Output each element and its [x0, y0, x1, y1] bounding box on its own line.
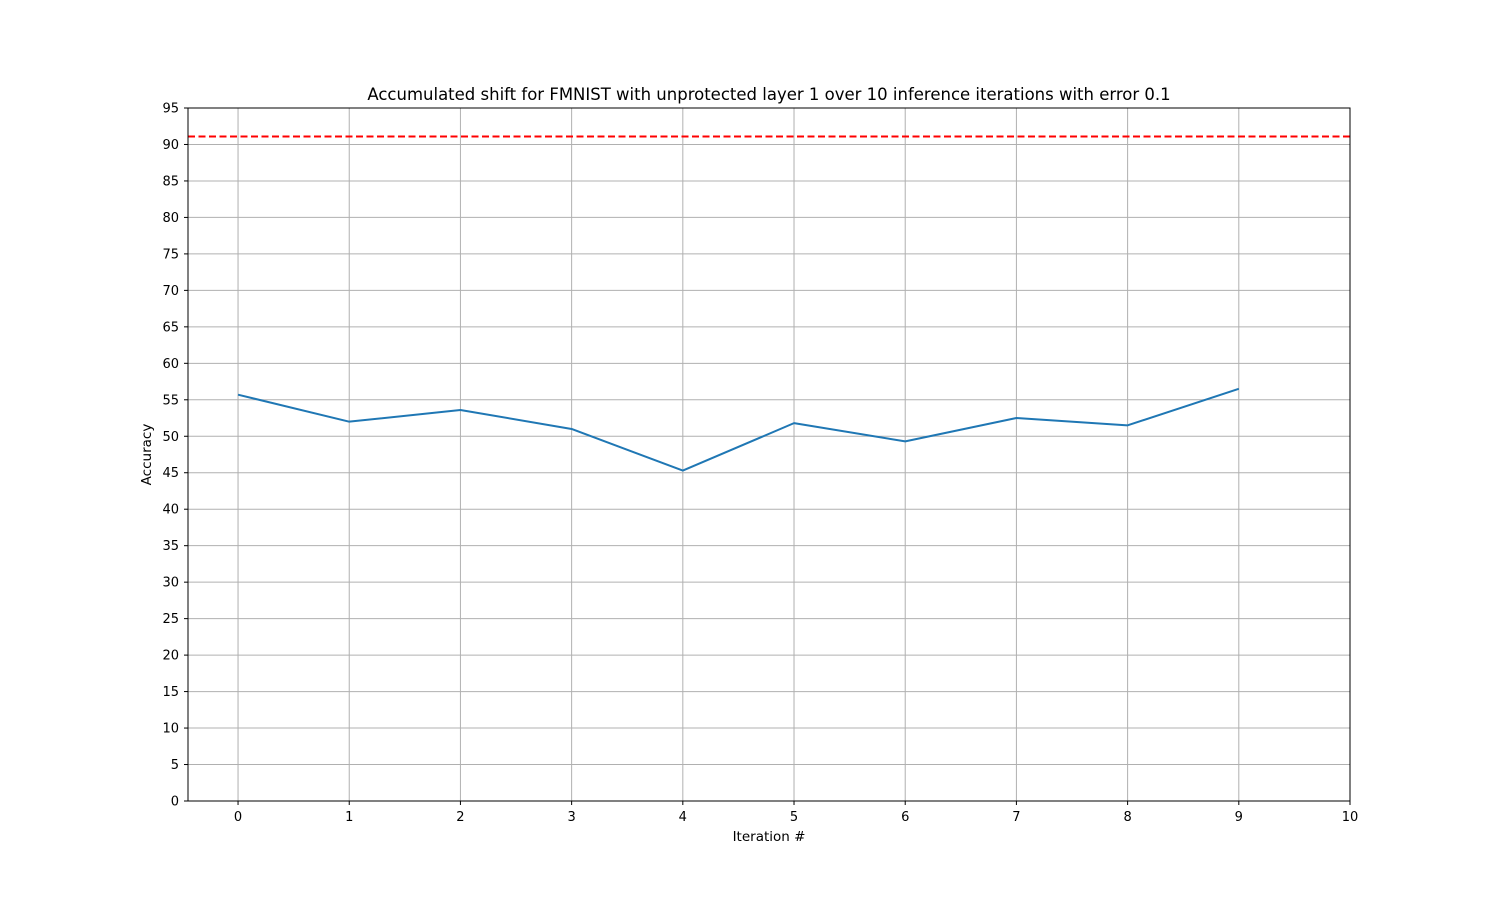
y-tick-label: 40	[162, 503, 179, 518]
x-tick-label: 10	[1342, 810, 1359, 825]
x-tick-label: 3	[567, 810, 575, 825]
y-tick-label: 75	[162, 247, 179, 262]
x-tick-label: 1	[345, 810, 353, 825]
x-tick-label: 8	[1123, 810, 1131, 825]
y-axis-label: Accuracy	[139, 424, 155, 486]
x-tick-label: 0	[234, 810, 242, 825]
plot-area-frame	[187, 107, 1351, 802]
x-tick-label: 7	[1012, 810, 1020, 825]
y-tick-label: 20	[162, 649, 179, 664]
y-tick-label: 10	[162, 722, 179, 737]
y-tick-label: 45	[162, 466, 179, 481]
x-tick-label: 9	[1235, 810, 1243, 825]
y-tick-label: 35	[162, 539, 179, 554]
series-line	[237, 387, 1240, 472]
y-tick-label: 0	[171, 795, 179, 810]
y-tick-label: 15	[162, 685, 179, 700]
y-tick-label: 25	[162, 612, 179, 627]
y-tick-label: 95	[162, 102, 179, 117]
x-axis-label: Iteration #	[733, 829, 806, 845]
chart-title: Accumulated shift for FMNIST with unprot…	[367, 85, 1170, 104]
y-tick-label: 65	[162, 320, 179, 335]
y-tick-label: 55	[162, 393, 179, 408]
y-tick-label: 85	[162, 174, 179, 189]
x-tick-label: 2	[456, 810, 464, 825]
y-tick-label: 90	[162, 138, 179, 153]
x-tick-label: 5	[790, 810, 798, 825]
y-tick-label: 50	[162, 430, 179, 445]
y-tick-label: 30	[162, 576, 179, 591]
y-tick-label: 60	[162, 357, 179, 372]
y-tick-label: 5	[171, 758, 179, 773]
y-tick-label: 70	[162, 284, 179, 299]
x-tick-label: 6	[901, 810, 909, 825]
y-tick-label: 80	[162, 211, 179, 226]
x-tick-label: 4	[679, 810, 687, 825]
